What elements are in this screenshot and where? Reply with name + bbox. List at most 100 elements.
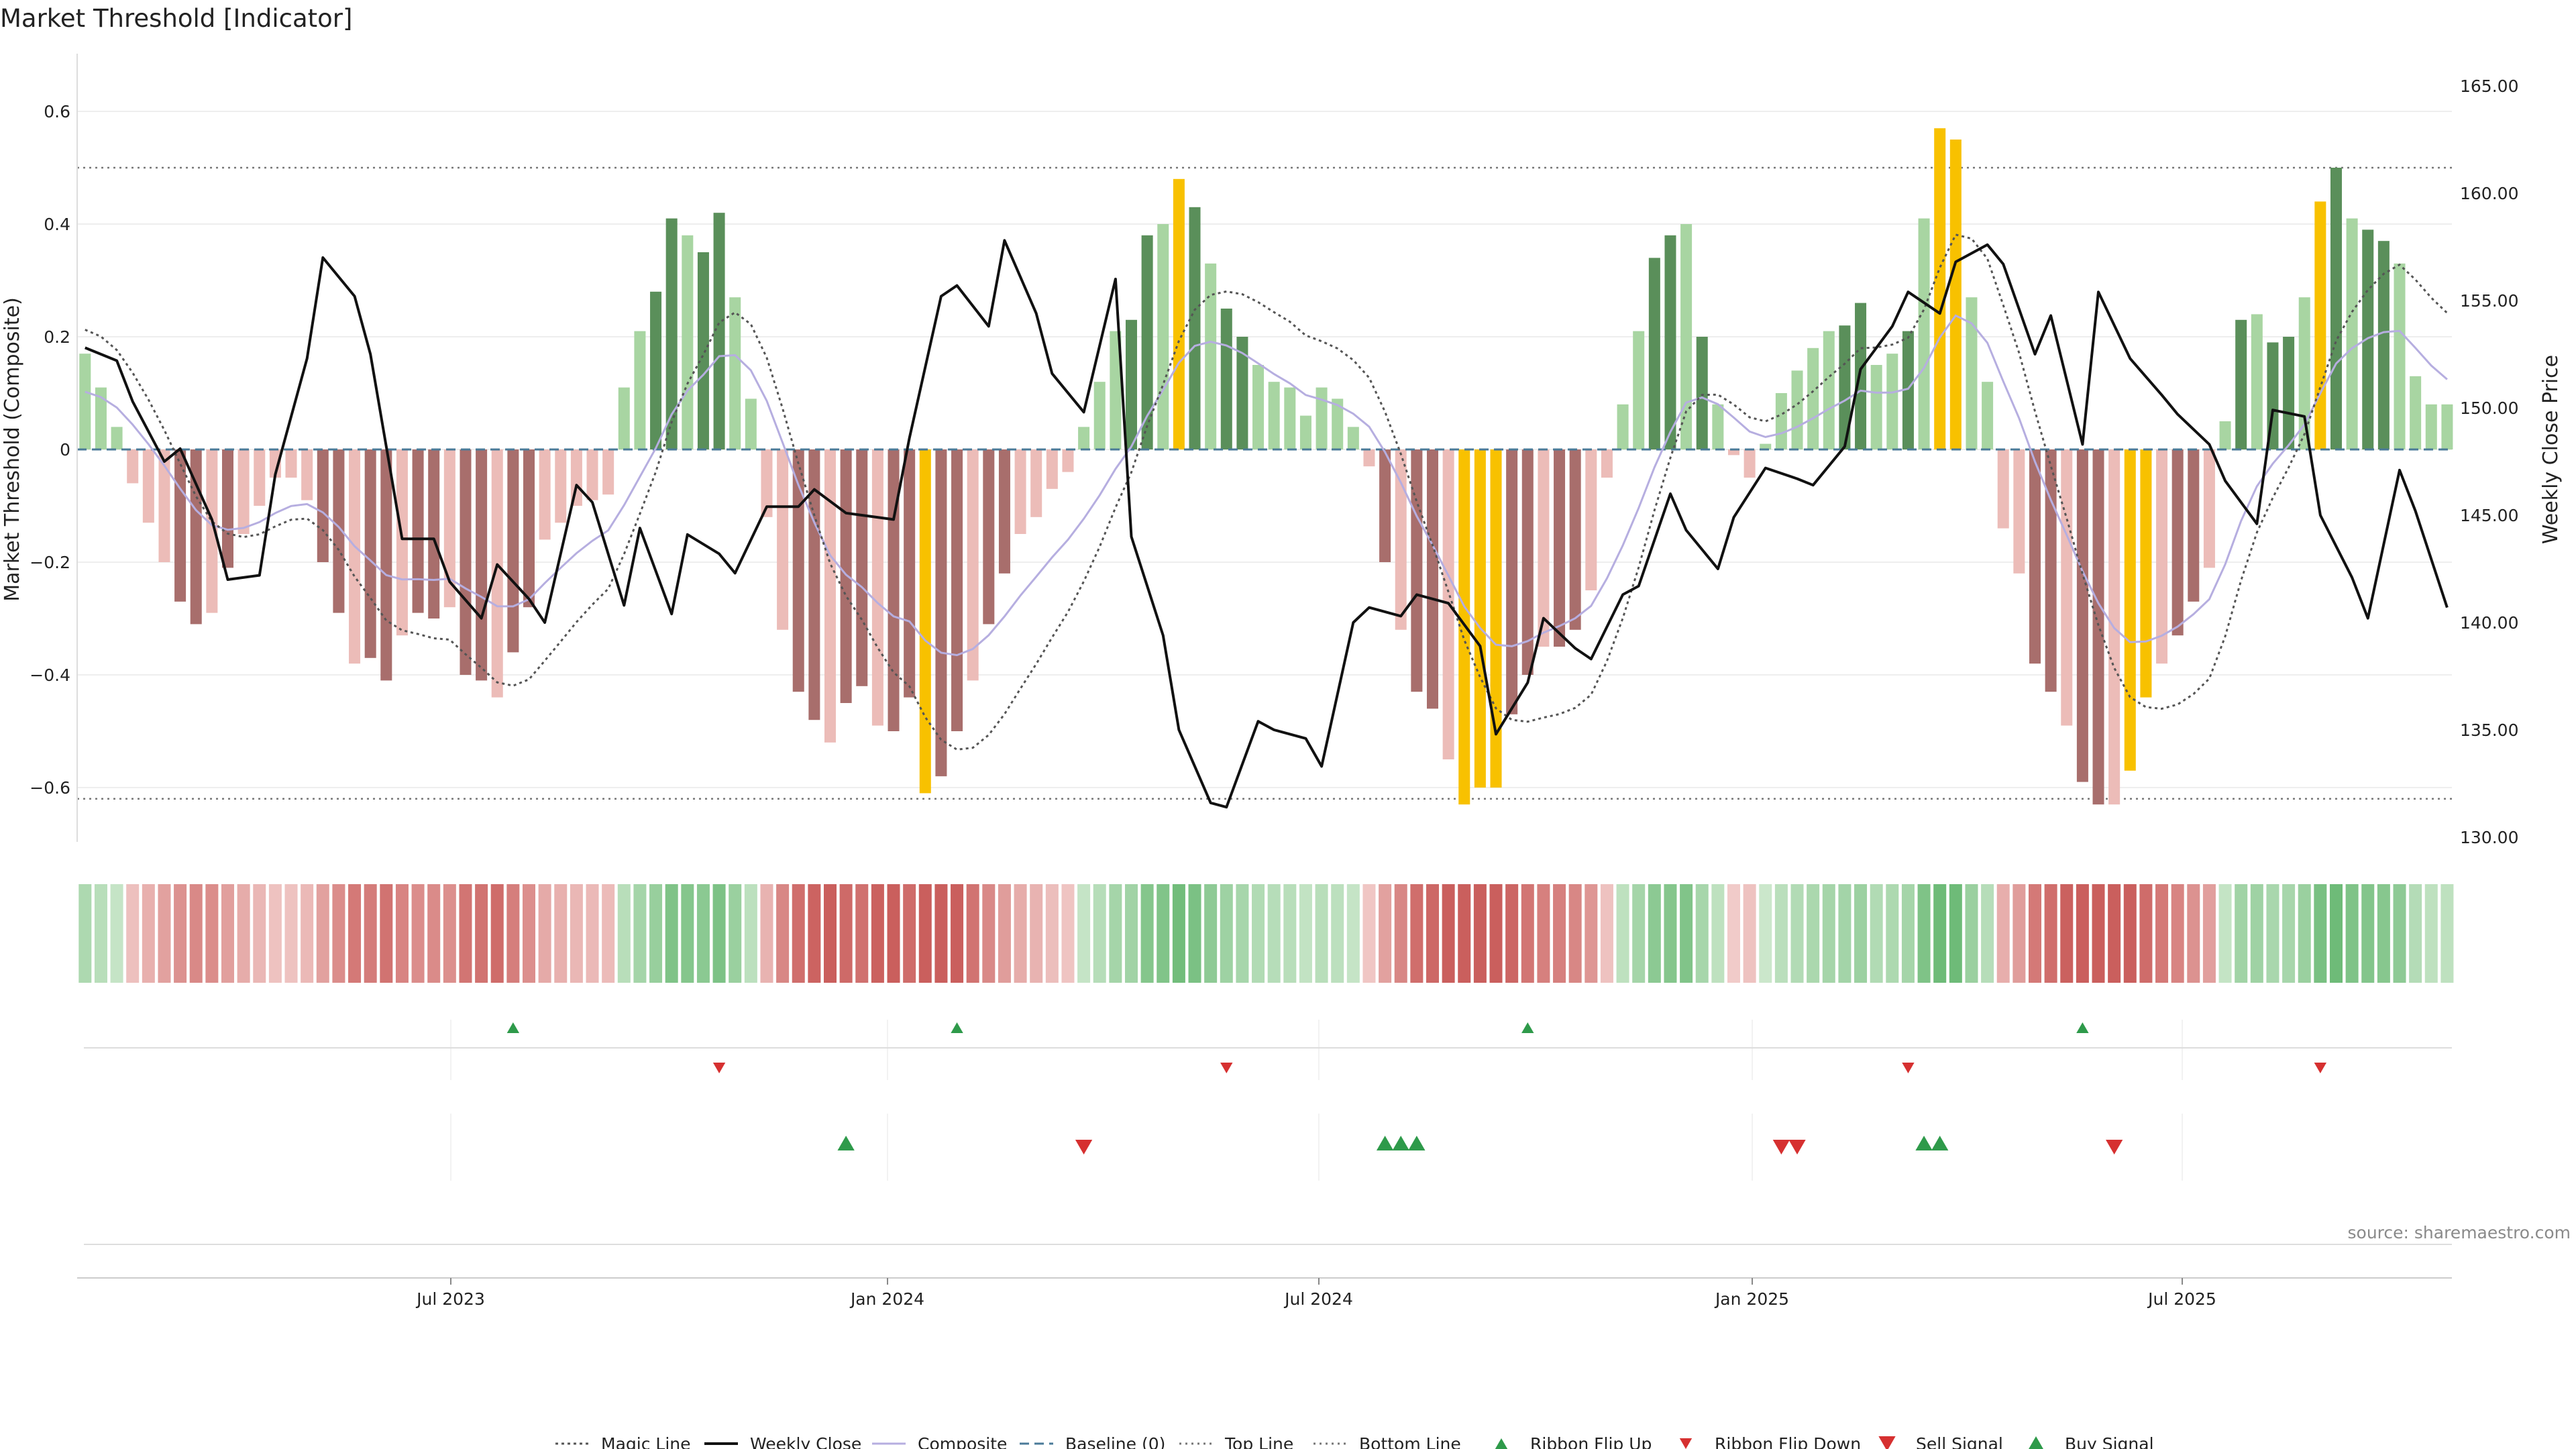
composite-bar [285,449,297,478]
ribbon-cell [443,884,456,983]
composite-bar [206,449,218,613]
left-tick-label: 0 [60,440,70,460]
composite-bar [1030,449,1042,517]
x-axis: Jul 2023 Jan 2024 Jul 2024 Jan 2025 Jul 2025 [77,1277,2452,1309]
composite-bar [2124,449,2136,771]
ribbon-cell [284,884,298,983]
ribbon-cell [681,884,694,983]
composite-bars [79,128,2453,805]
composite-bar [2425,404,2437,449]
right-tick-label: 145.00 [2460,506,2518,525]
ribbon-cell [1743,884,1756,983]
ribbon-cell [1933,884,1947,983]
ribbon-cell [1331,884,1344,983]
ribbon-cell [1157,884,1170,983]
ribbon-cell [2377,884,2390,983]
ribbon-cell [1886,884,1899,983]
composite-bar [301,449,313,500]
ribbon-cell [1410,884,1424,983]
ribbon-cell [1172,884,1185,983]
ribbon-cell [887,884,900,983]
legend-swatch [1679,1438,1693,1449]
axes: 0.6 0.4 0.2 0 −0.2 −0.4 −0.6 165.00 160.00 155.00… [1,54,2563,847]
ribbon-cell [792,884,805,983]
x-tick-label: Jan 2024 [849,1289,924,1309]
ribbon-cell [1680,884,1693,983]
ribbon-cell [1949,884,1962,983]
composite-bar [1633,331,1645,449]
left-tick-label: 0.2 [44,327,70,347]
composite-bar [1839,325,1851,449]
composite-bar [1205,263,1217,449]
ribbon-cell [1489,884,1503,983]
ribbon-cell [633,884,647,983]
ribbon-cell [1774,884,1788,983]
legend-label: Ribbon Flip Down [1715,1434,1861,1449]
ribbon-cell [2028,884,2041,983]
composite-bar [1506,449,1518,714]
ribbon-cell [1315,884,1328,983]
ribbon-cell [998,884,1011,983]
composite-bar [824,449,837,743]
ribbon-cell [1283,884,1297,983]
composite-bar [1997,449,2009,529]
right-tick-label: 165.00 [2460,76,2518,96]
composite-bar [2092,449,2104,805]
composite-bar [1807,347,1819,449]
composite-bar [2441,404,2453,449]
ribbon-cell [1822,884,1835,983]
ribbon-cell [411,884,425,983]
ribbon-cell [1648,884,1661,983]
ribbon-cell [2044,884,2057,983]
legend-label: Buy Signal [2065,1434,2154,1449]
composite-bar [254,449,266,506]
ribbon-cell [1790,884,1804,983]
ribbon-cell [253,884,266,983]
composite-bar [1775,393,1787,449]
composite-bar [1347,427,1359,449]
ribbon-cell [490,884,504,983]
composite-bar [1855,303,1867,449]
composite-bar [1569,449,1581,630]
composite-bar [1648,258,1660,449]
composite-bar [396,449,408,636]
composite-bar [904,449,916,698]
ribbon-cell [110,884,123,983]
ribbon-cell [760,884,773,983]
ribbon-cell [1379,884,1392,983]
ribbon-cell [364,884,377,983]
composite-bar [935,449,947,777]
ribbon-cell [2409,884,2422,983]
composite-bar [1601,449,1613,478]
ribbon-cell [1505,884,1519,983]
ribbon-cell [158,884,171,983]
ribbon-cell [1362,884,1376,983]
ribbon-cell [602,884,615,983]
ribbon-cell [1124,884,1138,983]
composite-bar [888,449,900,731]
ribbon-cell [1267,884,1281,983]
composite-bar [1743,449,1756,478]
ribbon-cell [918,884,932,983]
right-axis-label: Weekly Close Price [2539,355,2563,544]
ribbon-cell [237,884,250,983]
ribbon-cell [855,884,869,983]
right-tick-label: 150.00 [2460,398,2518,418]
legend-swatch [1878,1436,1896,1449]
ribbon-cell [2266,884,2279,983]
composite-bar [1727,449,1739,455]
legend-label: Magic Line [601,1434,691,1449]
left-tick-label: 0.4 [44,215,70,234]
ribbon-cell [2424,884,2438,983]
ribbon-cell [316,884,329,983]
composite-bar [1299,415,1311,449]
buy-signal-marker [1931,1136,1949,1150]
composite-bar [1363,449,1375,467]
composite-bar [871,449,883,726]
left-tick-label: −0.6 [30,778,70,798]
composite-bar [1316,387,1328,449]
composite-bar [380,449,392,681]
composite-bar [1791,370,1803,449]
composite-bar [2346,218,2358,449]
